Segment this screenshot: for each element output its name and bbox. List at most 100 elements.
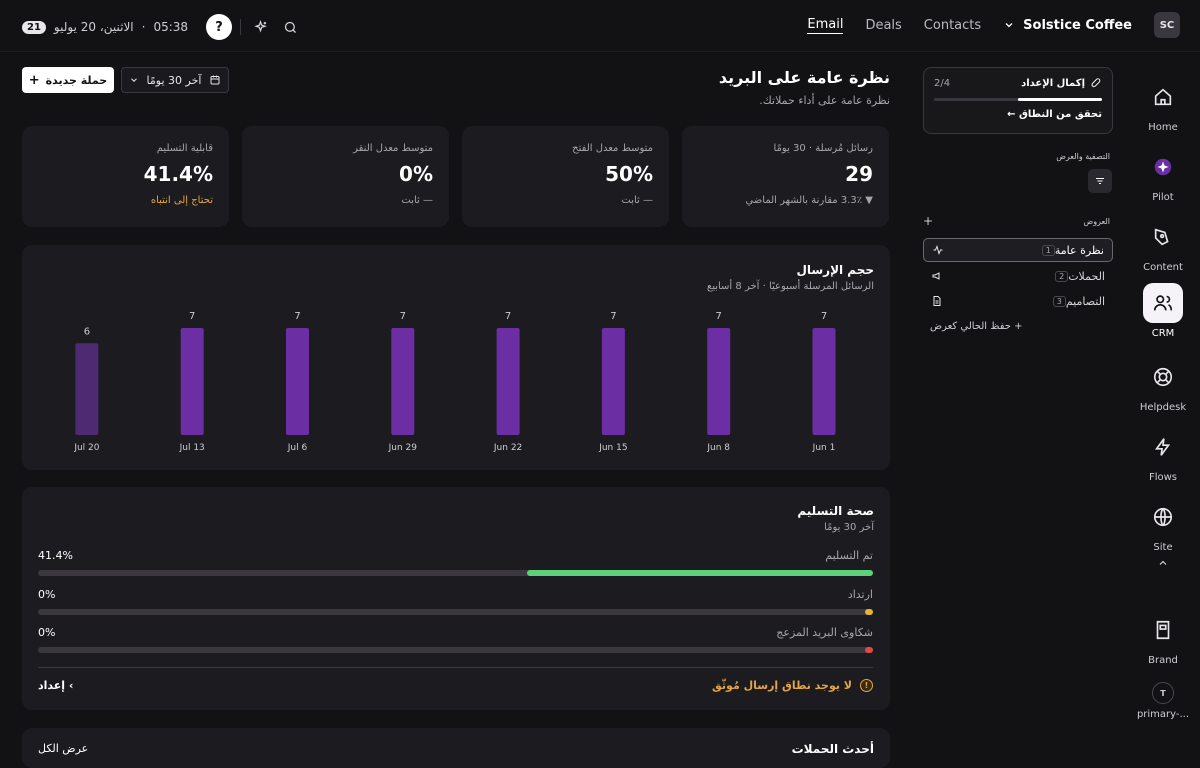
x-tick-label: Jun 22 (493, 443, 522, 453)
health-row-label: ارتداد (847, 588, 873, 601)
setup-title: إكمال الإعداد (1021, 78, 1085, 89)
calendar-icon (210, 75, 220, 85)
domain-warning-text: لا يوجد نطاق إرسال مُوثّق (712, 679, 852, 692)
bar[interactable] (496, 328, 520, 435)
rail-item-label: primary-... (1136, 709, 1190, 720)
health-title: صحة التسليم (797, 504, 874, 518)
rail-collapse-button[interactable] (1126, 557, 1200, 569)
time-label: 05:38 (153, 20, 189, 34)
bar[interactable] (601, 328, 625, 435)
setup-progress-track (934, 98, 1102, 101)
rail-item-label: Pilot (1152, 192, 1174, 203)
nav-deals[interactable]: Deals (865, 17, 902, 33)
setup-count: 2/4 (934, 78, 951, 89)
kpi-value: 29 (845, 162, 873, 186)
health-subtitle: آخر 30 يومًا (824, 522, 874, 533)
rail-item-label: Helpdesk (1139, 402, 1187, 413)
filter-label: التصفية والعرض (1056, 152, 1110, 161)
view-all-link[interactable]: عرض الكل (38, 742, 89, 755)
bar[interactable] (286, 328, 309, 435)
rail-item-helpdesk[interactable]: Helpdesk (1126, 357, 1200, 413)
page-subtitle: نظرة عامة على أداء حملاتك. (759, 94, 890, 107)
rail-item-label: Content (1143, 262, 1183, 273)
workspace-switcher[interactable]: Solstice Coffee (1003, 18, 1132, 33)
x-tick-label: Jul 6 (287, 443, 308, 453)
rail-item-site[interactable]: Site (1126, 497, 1200, 553)
book-icon (1143, 610, 1183, 650)
kpi-label: متوسط معدل النقر (353, 143, 433, 154)
view-shortcut: 1 (1041, 244, 1055, 256)
health-bar-track (38, 609, 873, 615)
bar[interactable] (180, 328, 204, 435)
view-shortcut: 2 (1055, 270, 1069, 282)
divider (240, 19, 242, 35)
kpi-delta: ▼ 3.3٪ مقارنة بالشهر الماضي (745, 195, 873, 206)
kpi-label: رسائل مُرسلة · 30 يومًا (773, 143, 873, 154)
verify-domain-link[interactable]: تحقق من النطاق ← (1007, 109, 1102, 120)
view-item-overview[interactable]: نظرة عامة 1 (923, 238, 1113, 262)
date-range-label: آخر 30 يومًا (146, 73, 202, 87)
bar[interactable] (391, 328, 415, 435)
rail-item-home[interactable]: Home (1126, 77, 1200, 133)
sparkles-button[interactable] (249, 16, 271, 38)
chart-subtitle: الرسائل المرسلة أسبوعيًا · آخر 8 أسابيع (706, 281, 874, 292)
help-button[interactable]: ? (206, 14, 233, 40)
rail-item-pilot[interactable]: Pilot (1126, 147, 1200, 203)
activity-icon (933, 245, 943, 255)
rocket-icon (1091, 78, 1101, 88)
page-header: نظرة عامة على البريد نظرة عامة على أداء … (719, 68, 890, 107)
bar-value-label: 7 (505, 311, 511, 322)
rail-item-flows[interactable]: Flows (1126, 427, 1200, 483)
kpi-card-open-rate: متوسط معدل الفتح 50% — ثابت (462, 126, 669, 227)
bar-value-label: 7 (821, 311, 827, 322)
new-campaign-label: حملة جديدة (45, 73, 108, 87)
view-item-label: التصاميم (1065, 294, 1105, 308)
save-view-link[interactable]: + حفظ الحالي كعرض (930, 321, 1023, 332)
workspace-name: Solstice Coffee (1023, 17, 1132, 33)
chevron-down-icon (130, 78, 137, 82)
health-row-value: 0% (38, 626, 56, 639)
avatar[interactable]: SC (1154, 12, 1180, 38)
date-range-select[interactable]: آخر 30 يومًا (121, 67, 229, 93)
bar[interactable] (812, 328, 836, 435)
bar-value-label: 6 (84, 326, 90, 337)
bar[interactable] (75, 343, 99, 435)
health-bar-fill (865, 609, 873, 615)
document-icon (933, 296, 941, 306)
nav-email[interactable]: Email (807, 16, 844, 34)
kpi-value: 41.4% (143, 162, 213, 186)
rail-item-content[interactable]: Content (1126, 217, 1200, 273)
filter-button[interactable] (1088, 169, 1112, 193)
rail-item-primary[interactable]: T primary-... (1126, 682, 1200, 720)
send-volume-chart: 7 Jun 1 7 Jun 8 7 Jun 15 7 Jun 22 7 Jun 29 7 Jul 6 7… (73, 311, 836, 453)
new-campaign-button[interactable]: + حملة جديدة (22, 67, 114, 93)
view-item-designs[interactable]: التصاميم 3 (923, 289, 1113, 313)
rail-item-label: CRM (1151, 328, 1175, 339)
bar[interactable] (707, 328, 731, 435)
nav-contacts[interactable]: Contacts (923, 17, 982, 33)
setup-domain-link[interactable]: إعداد ‹ (38, 679, 74, 692)
top-bar: 21 الاثنين، 20 يوليو · 05:38 ? Email Dea… (0, 0, 1200, 52)
sparkles-icon (253, 19, 267, 33)
search-button[interactable] (279, 16, 301, 38)
add-view-button[interactable]: + (923, 214, 934, 228)
chevron-up-icon (1159, 560, 1167, 565)
warning-icon: ! (860, 679, 873, 692)
rail-item-brand[interactable]: Brand (1126, 610, 1200, 666)
setup-progress-card[interactable]: إكمال الإعداد 2/4 تحقق من النطاق ← (923, 67, 1113, 134)
rail-item-label: Home (1148, 122, 1178, 133)
kpi-value: 50% (605, 162, 653, 186)
notification-badge[interactable]: 21 (22, 20, 46, 34)
health-header: صحة التسليم آخر 30 يومًا (797, 504, 874, 533)
view-item-label: الحملات (1068, 269, 1105, 283)
bar-value-label: 7 (716, 311, 722, 322)
filter-icon (1096, 178, 1104, 184)
health-bar-fill (527, 570, 873, 576)
home-icon (1143, 77, 1183, 117)
kpi-warning: تحتاج إلى انتباه (150, 195, 213, 206)
chevron-down-icon (1005, 23, 1013, 28)
view-item-campaigns[interactable]: الحملات 2 (923, 264, 1113, 288)
health-bar-fill (865, 647, 873, 653)
rail-item-crm[interactable]: CRM (1126, 283, 1200, 339)
chart-title: حجم الإرسال (796, 263, 874, 277)
